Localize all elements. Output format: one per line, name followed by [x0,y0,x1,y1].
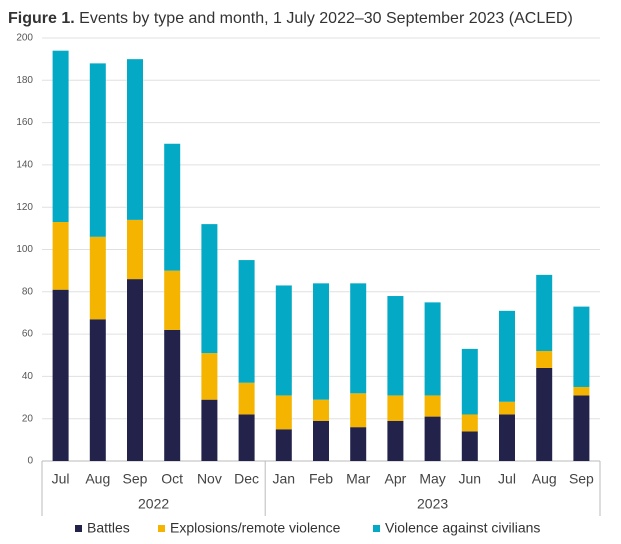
y-tick-label: 100 [16,244,33,255]
y-tick-label: 160 [16,117,33,128]
bar-segment [89,236,106,320]
bar-segment [127,279,143,461]
legend-swatch [158,525,165,532]
bar-segment [387,395,404,421]
x-tick-label: Feb [309,471,333,487]
bar-segment [350,283,367,394]
bar-segment [424,416,441,461]
y-tick-label: 140 [16,160,33,171]
y-tick-label: 120 [16,202,33,213]
bar-segment [536,351,553,368]
legend-swatch [75,525,82,532]
bar-segment [238,382,255,415]
chart-title: Figure 1. Events by type and month, 1 Ju… [8,10,573,27]
bar-segment [387,296,404,396]
bar-segment [424,302,441,396]
bar-segment [127,219,143,280]
x-tick-label: Sep [123,471,148,487]
bar-segment [52,222,69,290]
y-tick-label: 60 [22,329,34,340]
bar-segment [275,285,292,396]
y-tick-label: 20 [22,413,34,424]
legend-label: Violence against civilians [385,520,540,536]
y-tick-label: 200 [16,33,33,44]
bar-segment [313,420,329,461]
x-tick-label: Jul [52,471,70,487]
bar-segment [275,429,292,461]
bar-segment [201,224,218,354]
x-tick-label: May [419,471,445,487]
x-tick-label: Mar [346,471,370,487]
x-tick-label: Dec [234,471,259,487]
bar-segment [499,401,515,415]
bar-segment [313,399,329,421]
bar-segment [536,367,553,461]
bar-segment [238,414,255,461]
bar-segment [52,50,69,223]
x-tick-label: Jun [459,471,482,487]
bar-segment [350,393,367,428]
bar-segment [461,431,478,461]
y-tick-label: 0 [27,456,33,467]
year-label: 2023 [417,496,448,512]
bar-segment [461,414,478,432]
bar-segment [499,310,515,402]
x-tick-label: Aug [532,471,557,487]
y-tick-label: 80 [22,286,34,297]
bar-segment [89,63,106,237]
x-tick-label: Sep [569,471,594,487]
bar-segment [201,353,218,400]
bar-segment [573,395,590,461]
x-tick-label: Jul [498,471,516,487]
year-label: 2022 [138,496,169,512]
bar-segment [164,329,181,461]
y-tick-label: 40 [22,371,34,382]
bar-segment [387,420,404,461]
bar-segment [89,319,106,461]
x-tick-label: Jan [273,471,296,487]
title-label: Figure 1. [8,10,75,27]
title-text: Events by type and month, 1 July 2022–30… [79,10,573,27]
bar-segment [350,427,367,461]
y-tick-label: 180 [16,75,33,86]
x-tick-label: Nov [197,471,222,487]
bar-segment [573,386,590,396]
legend-label: Explosions/remote violence [170,520,341,536]
legend-swatch [373,525,380,532]
x-tick-label: Aug [85,471,110,487]
bar-segment [201,399,218,461]
bar-segment [164,270,181,330]
bar-segment [164,143,181,271]
bar-segment [275,395,292,430]
bar-segment [499,414,515,461]
x-tick-label: Oct [161,471,183,487]
bar-segment [573,306,590,387]
bar-segment [238,260,255,383]
bar-segment [52,289,69,461]
x-tick-label: Apr [385,471,407,487]
legend-label: Battles [87,520,130,536]
bar-segment [313,283,329,400]
bar-segment [461,348,478,415]
bar-segment [536,274,553,352]
bar-segment [127,59,143,220]
bar-segment [424,395,441,417]
